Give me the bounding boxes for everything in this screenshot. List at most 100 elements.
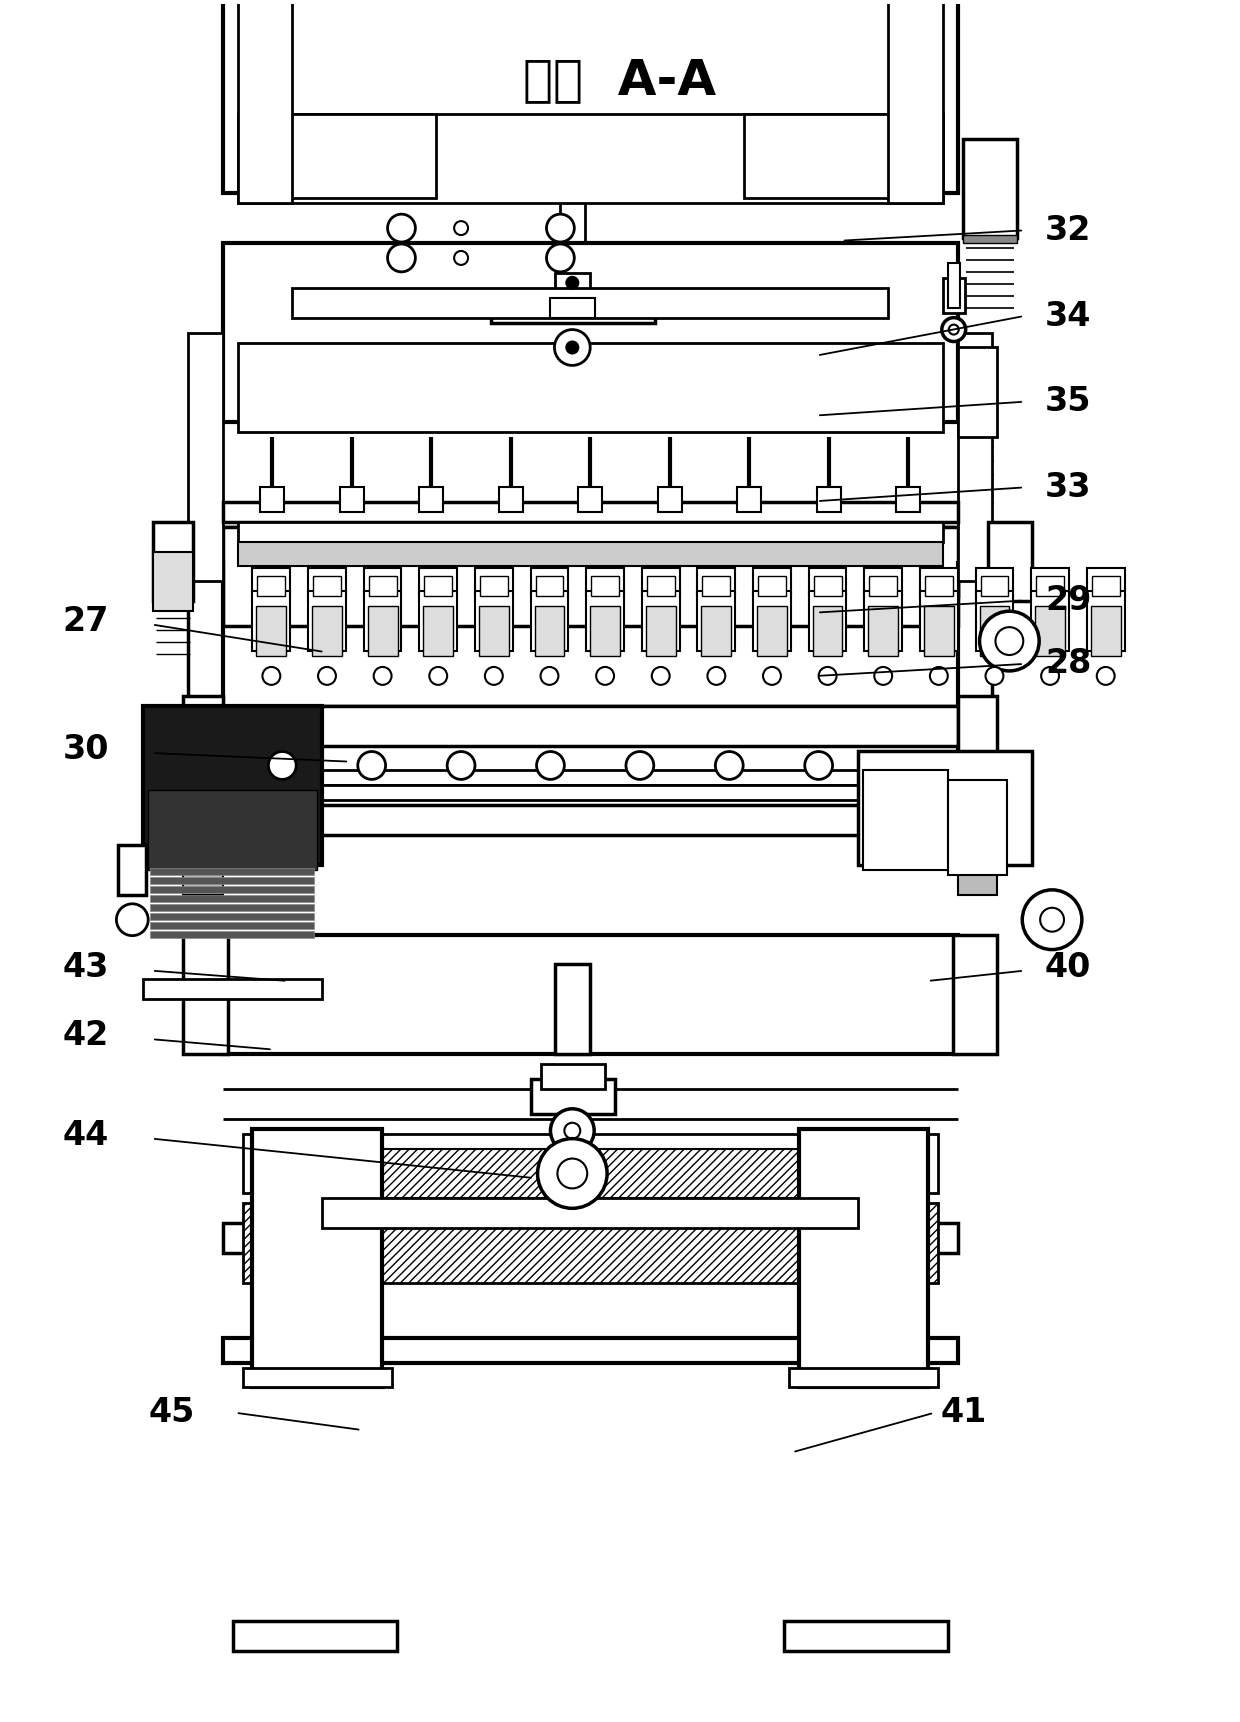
Bar	[1032, 591, 1069, 651]
Bar	[738, 487, 761, 511]
Bar	[957, 864, 997, 895]
Bar	[784, 1622, 947, 1651]
Bar	[184, 696, 223, 870]
Bar	[150, 930, 314, 937]
Bar	[957, 348, 997, 437]
Bar	[223, 527, 957, 561]
Bar	[920, 568, 957, 596]
Circle shape	[547, 214, 574, 243]
Bar	[363, 591, 402, 651]
Circle shape	[818, 666, 837, 685]
Bar	[578, 487, 603, 511]
Bar	[947, 780, 1007, 875]
Text: 45: 45	[149, 1397, 195, 1429]
Bar	[813, 577, 842, 596]
Bar	[238, 0, 293, 203]
Bar	[184, 864, 223, 895]
Bar	[150, 876, 314, 883]
Bar	[799, 1128, 928, 1388]
Bar	[238, 114, 436, 198]
Bar	[150, 895, 314, 902]
Bar	[697, 591, 735, 651]
Bar	[531, 591, 568, 651]
Text: 29: 29	[1045, 584, 1091, 616]
Bar	[223, 567, 957, 596]
Bar	[223, 806, 957, 835]
Bar	[556, 272, 590, 293]
Text: 41: 41	[940, 1397, 987, 1429]
Circle shape	[763, 666, 781, 685]
Bar	[419, 487, 443, 511]
Bar	[591, 577, 619, 596]
Circle shape	[373, 666, 392, 685]
Bar	[290, 124, 340, 158]
Circle shape	[541, 666, 558, 685]
Circle shape	[715, 751, 743, 780]
Bar	[253, 1128, 382, 1388]
Circle shape	[949, 325, 959, 334]
Bar	[358, 124, 408, 158]
Bar	[942, 277, 965, 313]
Bar	[560, 124, 610, 158]
Bar	[920, 591, 957, 651]
Circle shape	[268, 751, 296, 780]
Bar	[647, 577, 675, 596]
Bar	[223, 796, 957, 815]
Text: 42: 42	[62, 1019, 109, 1052]
Bar	[308, 568, 346, 596]
Bar	[492, 124, 543, 158]
Circle shape	[652, 666, 670, 685]
Circle shape	[567, 341, 578, 353]
Bar	[283, 1149, 898, 1199]
Bar	[1091, 577, 1120, 596]
Bar	[627, 124, 677, 158]
Bar	[243, 1133, 937, 1193]
Bar	[150, 885, 314, 892]
Circle shape	[485, 666, 502, 685]
Bar	[368, 606, 398, 656]
Bar	[419, 591, 458, 651]
Bar	[253, 591, 290, 651]
Bar	[424, 577, 453, 596]
Bar	[253, 568, 290, 596]
Text: 40: 40	[1045, 951, 1091, 983]
Text: 43: 43	[62, 951, 109, 983]
Circle shape	[429, 666, 448, 685]
Bar	[1091, 606, 1121, 656]
Bar	[233, 1622, 397, 1651]
Bar	[223, 527, 957, 627]
Bar	[312, 606, 342, 656]
Bar	[1032, 568, 1069, 596]
Circle shape	[626, 751, 653, 780]
Bar	[642, 568, 680, 596]
Bar	[223, 243, 957, 422]
Bar	[260, 487, 284, 511]
Bar	[498, 487, 522, 511]
Circle shape	[388, 245, 415, 272]
Bar	[551, 298, 595, 317]
Circle shape	[564, 1123, 580, 1138]
Bar	[864, 568, 901, 596]
Bar	[184, 935, 228, 1054]
Circle shape	[1042, 666, 1059, 685]
Bar	[753, 591, 791, 651]
Bar	[1037, 577, 1064, 596]
Bar	[322, 1199, 858, 1228]
Bar	[425, 124, 475, 158]
Bar	[223, 1338, 957, 1362]
Bar	[223, 1223, 957, 1254]
Bar	[258, 577, 285, 596]
Bar	[864, 591, 901, 651]
Bar	[817, 487, 841, 511]
Bar	[962, 234, 1017, 243]
Bar	[808, 591, 847, 651]
Circle shape	[1022, 890, 1081, 949]
Bar	[888, 0, 942, 203]
Bar	[980, 606, 1009, 656]
Bar	[368, 577, 397, 596]
Circle shape	[805, 751, 832, 780]
Bar	[924, 606, 954, 656]
Bar	[223, 0, 957, 193]
Circle shape	[930, 666, 947, 685]
Bar	[144, 980, 322, 999]
